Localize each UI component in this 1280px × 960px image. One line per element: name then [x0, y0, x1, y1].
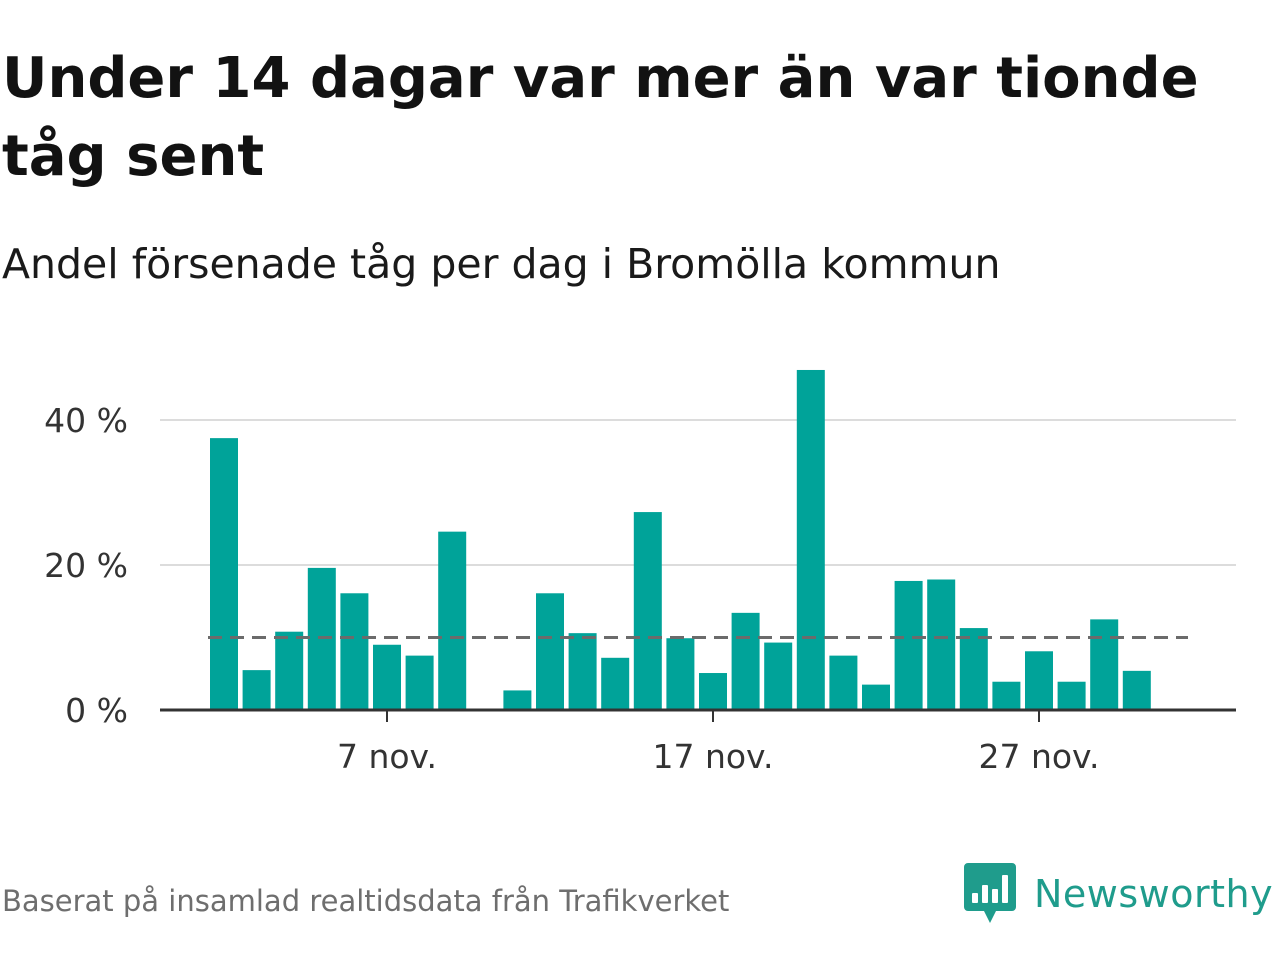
bar [568, 633, 597, 710]
x-tick-label: 27 nov. [978, 737, 1099, 776]
bar [536, 593, 564, 710]
bar [894, 580, 923, 710]
brand-name: Newsworthy [1034, 872, 1274, 916]
bar [1122, 670, 1151, 710]
bar-chart: 0 % 20 % 40 % 7 nov. 17 nov. 27 nov. [44, 369, 1236, 776]
bar [959, 628, 988, 710]
bar [927, 579, 956, 710]
bar [405, 655, 434, 710]
y-tick-label: 0 % [65, 691, 128, 730]
bar [731, 612, 760, 710]
bar [1025, 651, 1053, 710]
bar [210, 438, 238, 710]
bar [340, 593, 369, 710]
chart-subtitle: Andel försenade tåg per dag i Bromölla k… [2, 240, 1001, 288]
x-tick-label: 17 nov. [652, 737, 773, 776]
bar [1057, 681, 1086, 710]
y-tick-label: 40 % [44, 401, 128, 440]
bar [764, 642, 793, 710]
bar [796, 369, 825, 710]
source-note: Baserat på insamlad realtidsdata från Tr… [2, 884, 730, 918]
bar [666, 638, 695, 710]
x-tick-label: 7 nov. [337, 737, 437, 776]
bar [699, 673, 727, 710]
bar [829, 655, 858, 710]
chart-title: Under 14 dagar var mer än var tionde tåg… [2, 46, 1199, 189]
bar [275, 631, 304, 710]
bar [242, 670, 271, 710]
bar [992, 681, 1021, 710]
newsworthy-logo: Newsworthy [964, 862, 1273, 926]
bar [503, 690, 532, 710]
bar [633, 512, 662, 710]
newsworthy-logo-icon [964, 863, 1016, 923]
bar [373, 644, 401, 710]
y-tick-label: 20 % [44, 546, 128, 585]
bar [1090, 619, 1119, 710]
bar [601, 657, 630, 710]
bar [438, 531, 467, 710]
bar [862, 684, 890, 710]
